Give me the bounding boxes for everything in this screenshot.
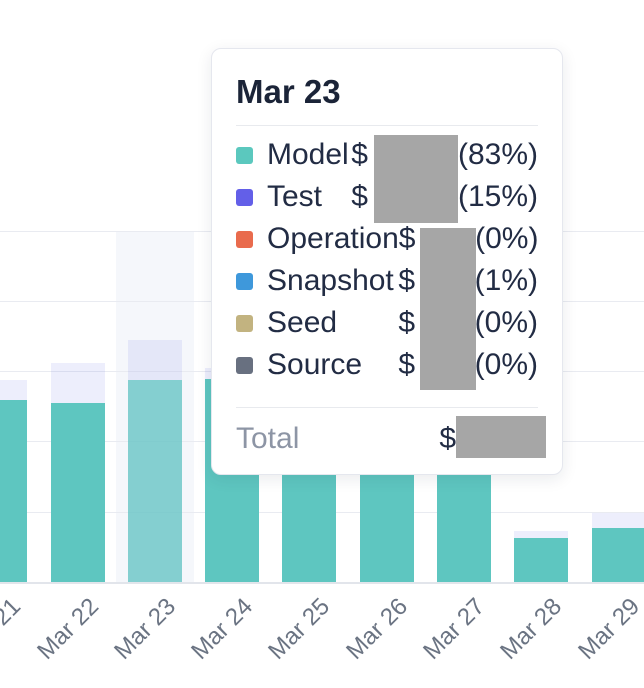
tooltip-series-rows: Model $ (83%) Test $ (15%) Operation $ (0%) Snaps… [236, 134, 538, 386]
legend-swatch-icon [236, 356, 253, 374]
series-label: Operation [267, 222, 399, 255]
bar-model-segment [437, 474, 491, 582]
series-label: Model [267, 138, 349, 171]
tooltip-row-seed: Seed $ (0%) [236, 302, 538, 344]
tooltip-row-model: Model $ (83%) [236, 134, 538, 176]
bar-mar-21[interactable] [0, 380, 28, 582]
currency-symbol: $ [351, 180, 368, 213]
bar-mar-29[interactable] [591, 513, 644, 582]
redacted-total-box [456, 416, 546, 458]
x-axis-label-mar-29: Mar 29 [572, 593, 644, 665]
x-axis-label-mar-24: Mar 24 [186, 593, 259, 665]
currency-symbol: $ [398, 348, 415, 381]
legend-swatch-icon [236, 146, 253, 164]
tooltip-divider-top [236, 125, 538, 126]
series-percent: (15%) [457, 180, 538, 213]
x-axis-label-mar-27: Mar 27 [418, 593, 491, 665]
x-axis-label-mar-28: Mar 28 [495, 593, 568, 665]
bar-model-segment [127, 380, 182, 582]
tooltip-row-operation: Operation $ (0%) [236, 218, 538, 260]
bar-mar-22[interactable] [50, 363, 105, 582]
currency-symbol: $ [398, 222, 416, 255]
bar-mar-27[interactable] [437, 474, 491, 582]
bar-model-segment [50, 403, 105, 582]
bar-mar-28[interactable] [514, 531, 569, 582]
series-percent: (0%) [474, 306, 538, 339]
tooltip-total-row: Total $ [236, 418, 538, 460]
redacted-value-box [420, 228, 476, 390]
bar-mar-25[interactable] [282, 474, 337, 582]
series-label: Snapshot [267, 264, 394, 297]
bar-mar-23[interactable] [127, 340, 182, 582]
series-percent: (0%) [475, 222, 539, 255]
tooltip-date-title: Mar 23 [236, 73, 341, 110]
legend-swatch-icon [236, 188, 253, 206]
series-percent: (1%) [474, 264, 538, 297]
tooltip-row-snapshot: Snapshot $ (1%) [236, 260, 538, 302]
legend-swatch-icon [236, 272, 253, 290]
total-label: Total [236, 422, 300, 455]
legend-swatch-icon [236, 230, 253, 248]
series-label: Seed [267, 306, 338, 339]
currency-symbol: $ [351, 138, 368, 171]
x-axis-label-mar-25: Mar 25 [263, 593, 336, 665]
x-axis-label-mar-21: Mar 21 [0, 593, 27, 665]
bar-mar-26[interactable] [359, 474, 414, 582]
x-axis-label-mar-23: Mar 23 [108, 593, 181, 665]
currency-symbol: $ [398, 306, 415, 339]
series-percent: (0%) [474, 348, 538, 381]
tooltip-divider-bottom [236, 407, 538, 408]
bar-model-segment [0, 400, 28, 582]
redacted-value-box [374, 135, 458, 223]
bar-model-segment [282, 474, 337, 582]
bar-model-segment [591, 528, 644, 582]
series-percent: (83%) [457, 138, 538, 171]
tooltip-row-test: Test $ (15%) [236, 176, 538, 218]
legend-swatch-icon [236, 314, 253, 332]
series-label: Test [267, 180, 323, 213]
currency-symbol: $ [398, 264, 415, 297]
bar-model-segment [359, 474, 414, 582]
bar-model-segment [514, 538, 569, 582]
x-axis-label-mar-26: Mar 26 [340, 593, 413, 665]
tooltip-row-source: Source $ (0%) [236, 344, 538, 386]
total-currency-symbol: $ [439, 422, 456, 455]
x-axis-line [0, 582, 644, 584]
chart-tooltip: Mar 23 Model $ (83%) Test $ (15%) Operation $ (0… [211, 48, 563, 475]
series-label: Source [267, 348, 363, 381]
x-axis-label-mar-22: Mar 22 [31, 593, 104, 665]
